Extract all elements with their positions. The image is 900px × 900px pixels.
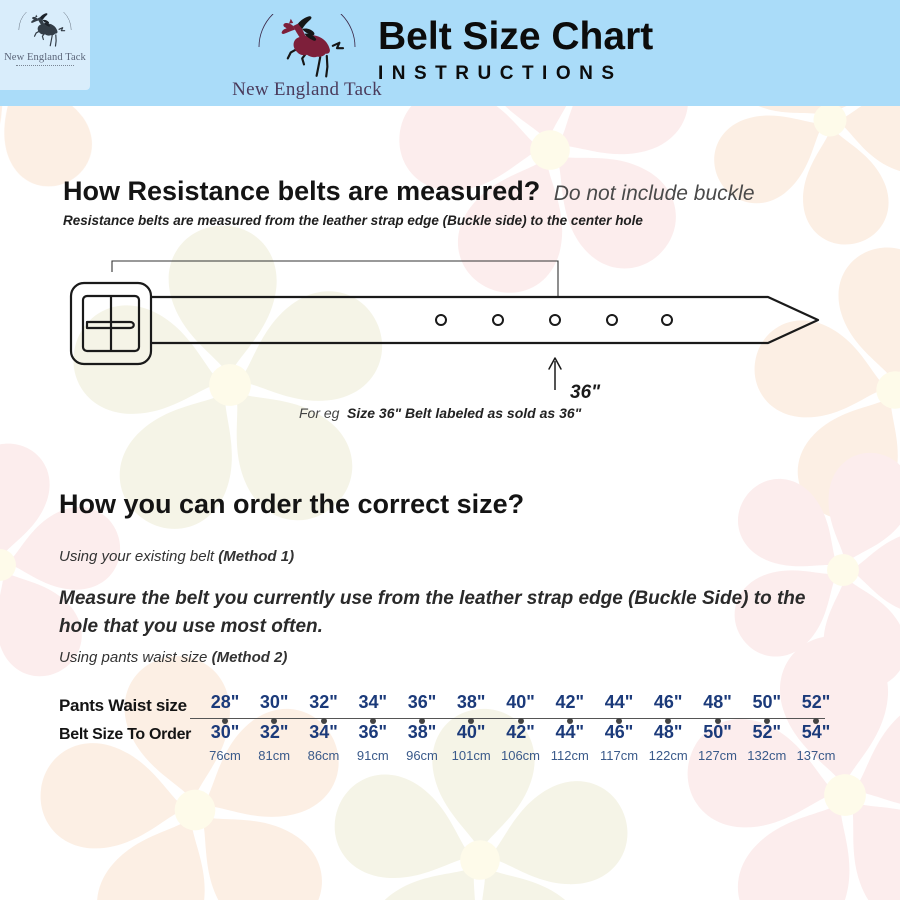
svg-text:36": 36" xyxy=(570,382,601,403)
